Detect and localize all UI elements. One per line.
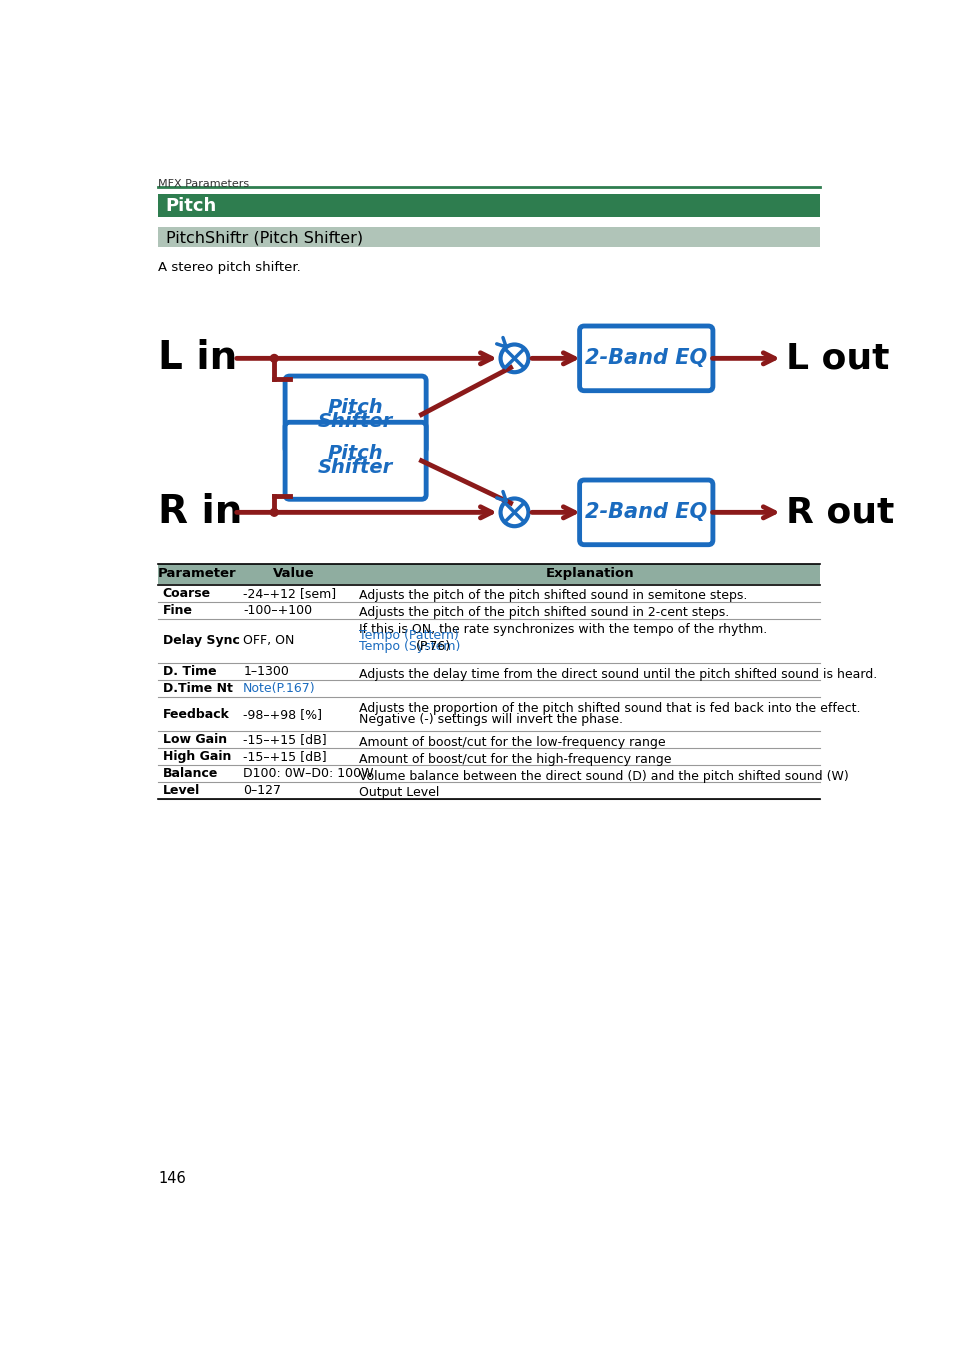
Text: -15–+15 [dB]: -15–+15 [dB]	[243, 733, 327, 747]
Text: Level: Level	[162, 784, 200, 796]
Text: Adjusts the pitch of the pitch shifted sound in 2-cent steps.: Adjusts the pitch of the pitch shifted s…	[359, 606, 729, 620]
Text: -24–+12 [sem]: -24–+12 [sem]	[243, 587, 336, 599]
Text: D100: 0W–D0: 100W: D100: 0W–D0: 100W	[243, 767, 374, 780]
Text: Parameter: Parameter	[157, 567, 235, 580]
Text: Amount of boost/cut for the low-frequency range: Amount of boost/cut for the low-frequenc…	[359, 736, 665, 749]
Text: Pitch: Pitch	[166, 197, 216, 216]
Circle shape	[270, 355, 278, 362]
FancyBboxPatch shape	[285, 377, 426, 454]
Text: Low Gain: Low Gain	[162, 733, 227, 747]
Text: A stereo pitch shifter.: A stereo pitch shifter.	[158, 261, 300, 274]
Text: Tempo (Pattern): Tempo (Pattern)	[359, 629, 458, 643]
Text: R out: R out	[785, 495, 893, 529]
Text: 2-Band EQ: 2-Band EQ	[584, 348, 706, 369]
FancyBboxPatch shape	[579, 481, 712, 544]
Text: L out: L out	[785, 342, 888, 375]
Text: R in: R in	[158, 493, 242, 532]
Text: 0–127: 0–127	[243, 784, 281, 796]
Text: Balance: Balance	[162, 767, 218, 780]
Text: -15–+15 [dB]: -15–+15 [dB]	[243, 751, 327, 763]
Text: -98–+98 [%]: -98–+98 [%]	[243, 707, 322, 721]
Text: -100–+100: -100–+100	[243, 603, 312, 617]
Text: OFF, ON: OFF, ON	[243, 634, 294, 648]
Text: Adjusts the pitch of the pitch shifted sound in semitone steps.: Adjusts the pitch of the pitch shifted s…	[359, 590, 747, 602]
Circle shape	[270, 509, 278, 516]
Text: Pitch: Pitch	[328, 398, 383, 417]
FancyBboxPatch shape	[285, 423, 426, 500]
Text: 146: 146	[158, 1170, 186, 1187]
FancyBboxPatch shape	[158, 564, 819, 585]
Text: Pitch: Pitch	[328, 444, 383, 463]
Text: Value: Value	[273, 567, 314, 580]
FancyBboxPatch shape	[158, 194, 819, 217]
Text: Adjusts the proportion of the pitch shifted sound that is fed back into the effe: Adjusts the proportion of the pitch shif…	[359, 702, 861, 714]
Text: Shifter: Shifter	[317, 458, 393, 477]
Text: If this is ON, the rate synchronizes with the tempo of the rhythm.: If this is ON, the rate synchronizes wit…	[359, 624, 767, 636]
Text: Amount of boost/cut for the high-frequency range: Amount of boost/cut for the high-frequen…	[359, 752, 671, 765]
Text: Coarse: Coarse	[162, 587, 211, 599]
Text: L in: L in	[158, 339, 237, 378]
Text: Tempo (System): Tempo (System)	[359, 640, 460, 653]
FancyBboxPatch shape	[158, 227, 819, 247]
Text: PitchShiftr (Pitch Shifter): PitchShiftr (Pitch Shifter)	[166, 231, 362, 246]
Text: (P.76): (P.76)	[416, 640, 451, 653]
Text: Output Level: Output Level	[359, 787, 439, 799]
Text: Fine: Fine	[162, 603, 193, 617]
Text: 1–1300: 1–1300	[243, 666, 289, 678]
Text: D.Time Nt: D.Time Nt	[162, 682, 233, 695]
Text: Feedback: Feedback	[162, 707, 230, 721]
FancyBboxPatch shape	[579, 325, 712, 390]
Text: 2-Band EQ: 2-Band EQ	[584, 502, 706, 522]
Text: Adjusts the delay time from the direct sound until the pitch shifted sound is he: Adjusts the delay time from the direct s…	[359, 668, 877, 680]
Text: Note(P.167): Note(P.167)	[243, 682, 315, 695]
Text: Shifter: Shifter	[317, 412, 393, 431]
Text: MFX Parameters: MFX Parameters	[158, 180, 249, 189]
Text: High Gain: High Gain	[162, 751, 231, 763]
Text: Delay Sync: Delay Sync	[162, 634, 239, 648]
Text: Negative (-) settings will invert the phase.: Negative (-) settings will invert the ph…	[359, 713, 623, 725]
Text: D. Time: D. Time	[162, 666, 216, 678]
Text: Explanation: Explanation	[545, 567, 634, 580]
Text: Volume balance between the direct sound (D) and the pitch shifted sound (W): Volume balance between the direct sound …	[359, 769, 848, 783]
